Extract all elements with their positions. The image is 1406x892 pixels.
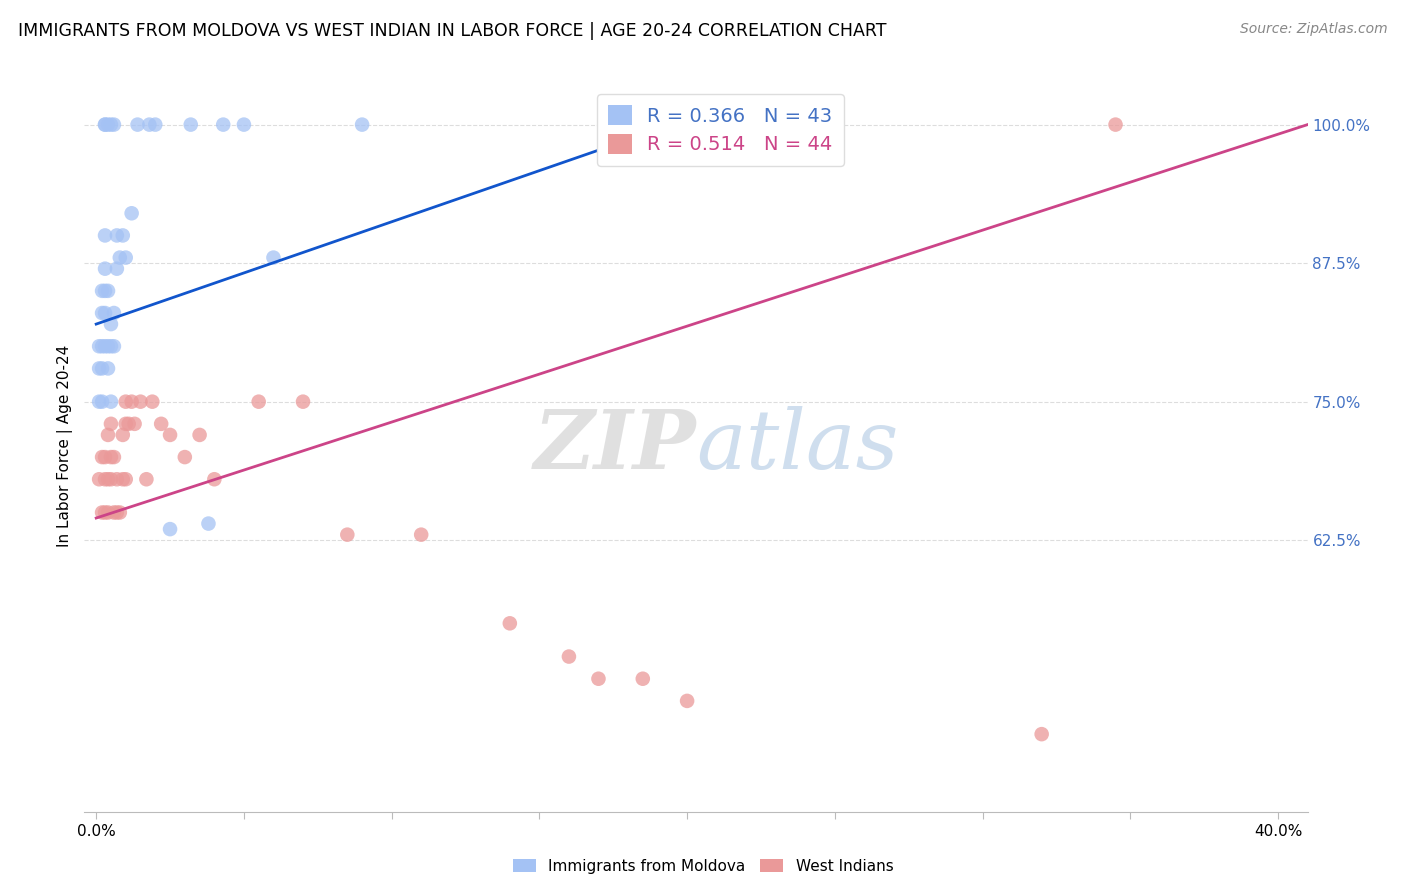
Point <box>103 450 125 464</box>
Point <box>159 428 181 442</box>
Point <box>89 339 111 353</box>
Point <box>141 394 163 409</box>
Point <box>97 361 120 376</box>
Point <box>105 472 128 486</box>
Point <box>94 339 117 353</box>
Point <box>100 118 122 132</box>
Point <box>91 450 114 464</box>
Point <box>197 516 219 531</box>
Point <box>105 261 128 276</box>
Point <box>103 506 125 520</box>
Point <box>91 306 114 320</box>
Text: ZIP: ZIP <box>533 406 696 486</box>
Point <box>91 361 114 376</box>
Point <box>108 506 131 520</box>
Point <box>411 527 433 541</box>
Point <box>100 417 122 431</box>
Point <box>94 306 117 320</box>
Point <box>105 506 128 520</box>
Point <box>111 228 134 243</box>
Point <box>100 450 122 464</box>
Point <box>129 394 152 409</box>
Point <box>292 394 315 409</box>
Point <box>188 428 211 442</box>
Point <box>150 417 173 431</box>
Point <box>100 394 122 409</box>
Point <box>97 472 120 486</box>
Point <box>94 261 117 276</box>
Point <box>97 506 120 520</box>
Point <box>89 394 111 409</box>
Point <box>212 118 235 132</box>
Point <box>97 284 120 298</box>
Point <box>94 472 117 486</box>
Point <box>114 394 136 409</box>
Point <box>94 450 117 464</box>
Point <box>97 118 120 132</box>
Point <box>336 527 359 541</box>
Point <box>262 251 284 265</box>
Point <box>97 428 120 442</box>
Point <box>103 118 125 132</box>
Point <box>127 118 149 132</box>
Point <box>121 206 143 220</box>
Point <box>91 339 114 353</box>
Point <box>631 672 654 686</box>
Text: IMMIGRANTS FROM MOLDOVA VS WEST INDIAN IN LABOR FORCE | AGE 20-24 CORRELATION CH: IMMIGRANTS FROM MOLDOVA VS WEST INDIAN I… <box>18 22 887 40</box>
Point <box>173 450 195 464</box>
Point <box>100 317 122 331</box>
Point <box>100 339 122 353</box>
Point <box>111 472 134 486</box>
Legend: R = 0.366   N = 43, R = 0.514   N = 44: R = 0.366 N = 43, R = 0.514 N = 44 <box>596 94 844 166</box>
Point <box>232 118 254 132</box>
Point <box>352 118 374 132</box>
Point <box>114 472 136 486</box>
Point <box>114 251 136 265</box>
Point <box>617 118 640 132</box>
Point <box>135 472 157 486</box>
Point <box>588 672 610 686</box>
Point <box>247 394 270 409</box>
Point <box>100 472 122 486</box>
Point <box>111 428 134 442</box>
Point <box>97 339 120 353</box>
Point <box>103 339 125 353</box>
Point <box>94 506 117 520</box>
Point <box>180 118 202 132</box>
Point <box>94 118 117 132</box>
Point <box>103 306 125 320</box>
Point <box>108 251 131 265</box>
Point <box>94 118 117 132</box>
Point <box>1104 118 1126 132</box>
Y-axis label: In Labor Force | Age 20-24: In Labor Force | Age 20-24 <box>58 345 73 547</box>
Text: atlas: atlas <box>696 406 898 486</box>
Point <box>118 417 141 431</box>
Point <box>89 472 111 486</box>
Point <box>138 118 160 132</box>
Point <box>202 472 225 486</box>
Point <box>124 417 146 431</box>
Point <box>89 361 111 376</box>
Point <box>91 284 114 298</box>
Point <box>159 522 181 536</box>
Point <box>91 506 114 520</box>
Point <box>114 417 136 431</box>
Point <box>91 394 114 409</box>
Text: Source: ZipAtlas.com: Source: ZipAtlas.com <box>1240 22 1388 37</box>
Point <box>499 616 522 631</box>
Point <box>558 649 581 664</box>
Point <box>676 694 699 708</box>
Point <box>121 394 143 409</box>
Point <box>94 228 117 243</box>
Point <box>143 118 166 132</box>
Legend: Immigrants from Moldova, West Indians: Immigrants from Moldova, West Indians <box>506 853 900 880</box>
Point <box>94 284 117 298</box>
Point <box>1031 727 1053 741</box>
Point <box>105 228 128 243</box>
